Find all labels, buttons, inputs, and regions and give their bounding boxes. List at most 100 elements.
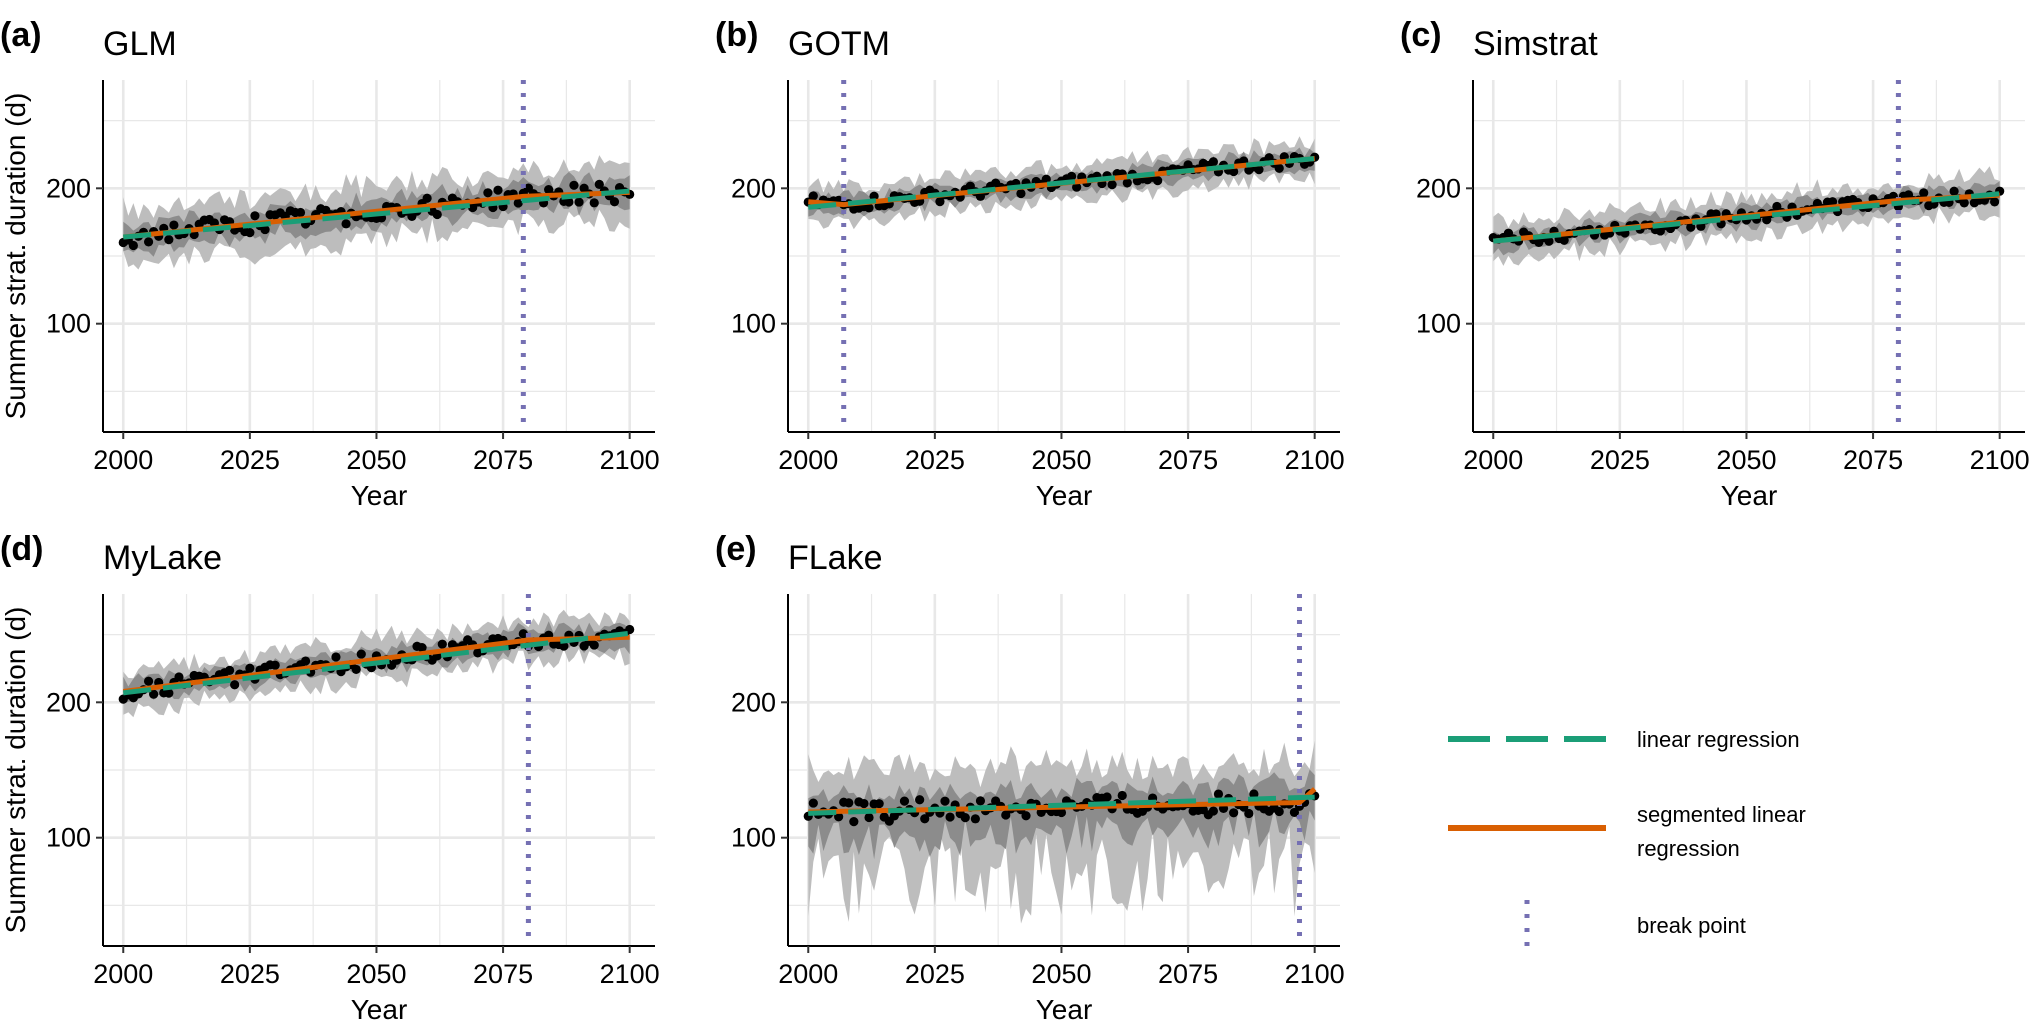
- legend-item-linear: linear regression: [1448, 727, 1800, 752]
- x-axis-label: Year: [1721, 480, 1778, 511]
- x-tick-label: 2000: [778, 959, 838, 989]
- y-tick-label: 100: [731, 823, 776, 853]
- data-point: [1949, 186, 1959, 196]
- data-point: [1959, 198, 1969, 208]
- data-point: [295, 207, 306, 218]
- data-point: [331, 652, 341, 662]
- data-point: [417, 643, 427, 653]
- data-point: [864, 203, 874, 213]
- x-tick-label: 2100: [1285, 445, 1345, 475]
- data-point: [920, 814, 930, 824]
- data-point: [544, 185, 554, 195]
- data-point: [849, 816, 859, 827]
- data-point: [1208, 157, 1218, 167]
- data-point: [960, 813, 970, 823]
- data-point: [1021, 811, 1031, 821]
- data-point: [164, 688, 174, 698]
- data-point: [493, 185, 503, 195]
- data-point: [1066, 171, 1077, 181]
- data-point: [594, 179, 604, 190]
- y-axis-label: Summer strat. duration (d): [0, 607, 31, 934]
- data-point: [1229, 166, 1239, 177]
- data-point: [808, 798, 818, 808]
- x-tick-label: 2000: [778, 445, 838, 475]
- x-tick-label: 2050: [1031, 959, 1091, 989]
- panel-letter: (d): [0, 530, 43, 568]
- x-tick-label: 2050: [346, 959, 406, 989]
- legend-item-break: break point: [1524, 900, 1746, 950]
- data-point: [1772, 201, 1782, 212]
- x-tick-label: 2075: [473, 445, 533, 475]
- x-tick-label: 2100: [1970, 445, 2030, 475]
- data-point: [864, 812, 874, 823]
- data-point: [1544, 236, 1554, 246]
- data-point: [143, 676, 154, 686]
- panel-title: Simstrat: [1473, 25, 1598, 63]
- data-point: [1249, 789, 1259, 799]
- data-point: [250, 211, 260, 221]
- x-tick-label: 2025: [905, 445, 965, 475]
- data-point: [589, 640, 599, 650]
- data-point: [1274, 806, 1284, 817]
- data-point: [808, 191, 818, 201]
- panel-letter: (a): [0, 16, 42, 54]
- x-axis-label: Year: [1036, 994, 1093, 1020]
- panel-d: 2000 2025 2050 2075 2100 100 200 (d) MyLake Year S…: [0, 530, 660, 1020]
- x-tick-label: 2025: [905, 959, 965, 989]
- data-point: [270, 660, 280, 670]
- data-point: [225, 665, 235, 675]
- data-point: [589, 198, 599, 208]
- data-point: [1153, 176, 1163, 186]
- panel-b: 2000 2025 2050 2075 2100 100 200 (b) GOTM Year: [715, 16, 1345, 511]
- data-point: [834, 812, 844, 822]
- y-tick-label: 100: [731, 309, 776, 339]
- legend-label: break point: [1637, 913, 1746, 938]
- data-point: [128, 240, 138, 251]
- y-tick-label: 200: [46, 173, 91, 203]
- data-point: [1001, 810, 1011, 820]
- data-point: [1208, 806, 1218, 816]
- y-tick-label: 100: [1416, 309, 1461, 339]
- data-point: [940, 796, 950, 806]
- data-point: [1117, 790, 1127, 801]
- data-point: [975, 796, 986, 806]
- x-tick-label: 2050: [346, 445, 406, 475]
- x-tick-label: 2100: [600, 959, 660, 989]
- data-point: [1254, 165, 1264, 175]
- data-point: [432, 209, 442, 220]
- data-point: [1102, 792, 1112, 802]
- y-tick-label: 100: [46, 823, 91, 853]
- data-point: [1274, 163, 1284, 173]
- data-point: [1107, 180, 1117, 190]
- segmented-regression-line: [122, 634, 630, 694]
- linear-regression-line: [1493, 191, 2000, 244]
- data-point: [1056, 807, 1067, 818]
- panel-letter: (c): [1400, 16, 1442, 54]
- data-point: [300, 656, 311, 666]
- x-tick-label: 2000: [93, 959, 153, 989]
- data-point: [844, 798, 854, 808]
- data-point: [915, 795, 925, 805]
- legend-label: segmented linear: [1637, 802, 1806, 827]
- data-point: [437, 639, 447, 649]
- data-point: [149, 689, 159, 699]
- data-point: [1289, 807, 1300, 818]
- data-point: [1559, 235, 1569, 245]
- x-tick-label: 2100: [1285, 959, 1345, 989]
- data-point: [143, 237, 154, 247]
- y-tick-label: 200: [1416, 173, 1461, 203]
- y-tick-label: 100: [46, 309, 91, 339]
- data-point: [245, 228, 255, 238]
- data-point: [1072, 182, 1082, 192]
- x-tick-label: 2025: [220, 445, 280, 475]
- data-point: [1686, 222, 1696, 232]
- data-point: [1041, 174, 1051, 184]
- data-point: [230, 680, 240, 690]
- x-tick-label: 2000: [1463, 445, 1523, 475]
- legend-item-segmented: segmented linear regression: [1448, 802, 1806, 861]
- y-tick-label: 200: [731, 687, 776, 717]
- panel-title: FLake: [788, 539, 883, 577]
- data-point: [483, 188, 493, 198]
- legend-label: regression: [1637, 836, 1740, 861]
